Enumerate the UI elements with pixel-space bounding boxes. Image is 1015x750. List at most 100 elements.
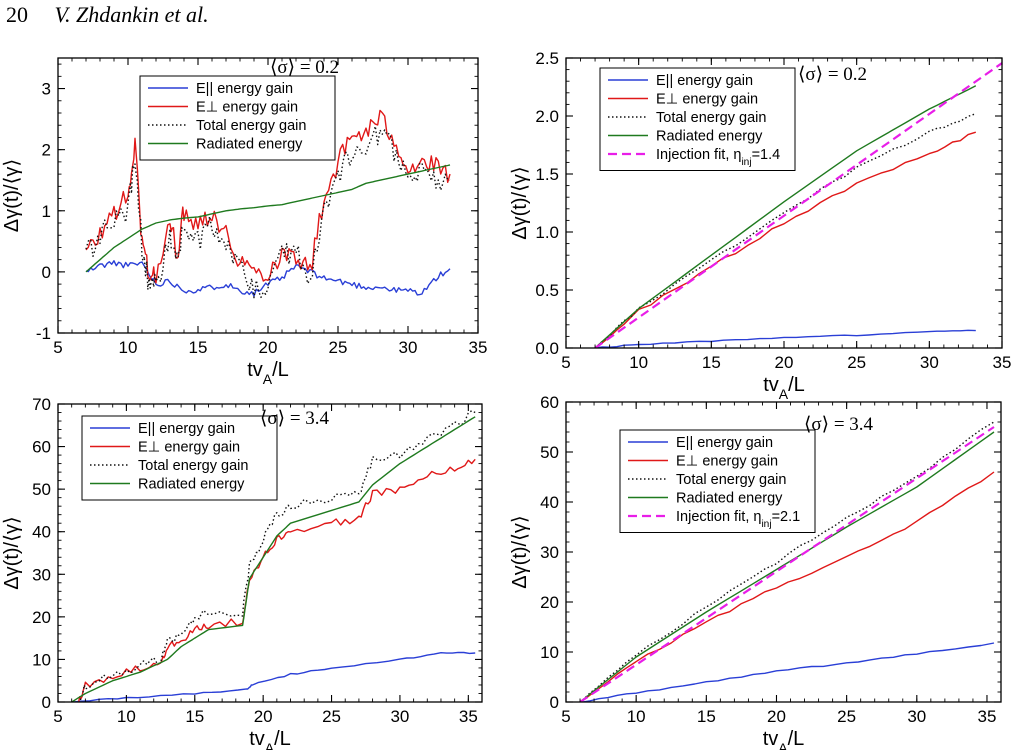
sigma-annotation: ⟨σ⟩ = 0.2 [270,57,339,78]
y-tick-label: 50 [540,443,559,462]
legend-label: Radiated energy [196,137,303,153]
x-tick-label: 5 [561,707,570,726]
legend: E|| energy gain E⊥ energy gain Total energ… [619,429,816,533]
x-tick-label: 35 [469,338,488,357]
y-tick-label: 2.5 [535,49,559,68]
x-tick-label: 25 [329,338,348,357]
x-tick-label: 5 [53,338,62,357]
y-tick-label: 50 [32,480,51,499]
y-tick-label: 1.5 [535,165,559,184]
x-tick-label: 35 [459,707,478,726]
series-line-3 [579,431,995,702]
legend-label: Total energy gain [656,110,766,126]
legend-label: E⊥ energy gain [196,100,298,116]
y-tick-label: 1.0 [535,223,559,242]
y-tick-label: 3 [42,80,51,99]
x-tick-label: 15 [697,707,716,726]
series-line-2 [594,113,977,348]
series-line-0 [595,329,976,348]
x-tick-label: 5 [53,707,62,726]
series-line-0 [71,651,476,702]
x-tick-label: 10 [629,353,648,372]
series-line-4 [579,426,995,702]
y-tick-label: 0 [550,693,559,712]
legend-label: Total energy gain [676,472,786,488]
series-line-1 [579,471,995,702]
y-axis-label: Δγ(t)/⟨γ⟩ [509,515,531,588]
x-tick-label: 10 [627,707,646,726]
legend-label: E⊥ energy gain [138,440,240,456]
y-tick-label: 40 [540,493,559,512]
x-tick-label: 15 [702,353,721,372]
x-tick-label: 20 [775,353,794,372]
x-tick-label: 30 [907,707,926,726]
x-tick-label: 20 [254,707,273,726]
y-tick-label: 40 [32,523,51,542]
x-tick-label: 25 [847,353,866,372]
series-line-0 [85,260,451,297]
x-axis-label: tvA/L [247,359,289,387]
x-tick-label: 10 [117,707,136,726]
y-tick-label: 2 [42,141,51,160]
x-axis-label: tvA/L [763,728,805,750]
series-line-3 [71,416,476,702]
legend-label: E|| energy gain [676,435,773,451]
sigma-annotation: ⟨σ⟩ = 0.2 [798,64,867,85]
legend-label: E⊥ energy gain [656,92,758,108]
x-tick-label: 5 [561,353,570,372]
y-tick-label: 0 [42,693,51,712]
legend-label: E|| energy gain [138,421,235,437]
y-tick-label: 30 [32,565,51,584]
legend-label: Radiated energy [676,491,783,507]
x-tick-label: 35 [978,707,997,726]
chart-bottom-left: 5 10 15 20 25 30 35 0 10 20 30 40 50 60 70 tvA/L Δγ(t)/⟨… [1,395,483,750]
x-tick-label: 20 [259,338,278,357]
y-tick-label: 0.0 [535,339,559,358]
y-tick-label: 60 [540,393,559,412]
chart-top-left: 5 10 15 20 25 30 35 -1 0 1 2 3 tvA/L Δγ(t)/⟨γ⟩ E|| ene… [1,57,488,387]
y-tick-label: 10 [32,650,51,669]
y-tick-label: 2.0 [535,107,559,126]
x-axis-label: tvA/L [249,728,291,750]
chart-top-right: 5 10 15 20 25 30 350.00.51.01.52.02.5tvA/LΔγ(t… [509,49,1012,402]
sigma-annotation: ⟨σ⟩ = 3.4 [804,414,874,435]
x-tick-label: 10 [119,338,138,357]
y-tick-label: 20 [540,593,559,612]
y-tick-label: 0 [42,263,51,282]
y-tick-label: 70 [32,395,51,414]
legend-label: Radiated energy [138,477,245,493]
chart-bottom-right: 5 10 15 20 25 30 35 0 10 20 30 40 50 60 tvA/L Δγ(t)/⟨γ⟩… [509,393,1002,750]
x-tick-label: 20 [767,707,786,726]
x-tick-label: 30 [399,338,418,357]
x-tick-label: 30 [920,353,939,372]
legend: E|| energy gain E⊥ energy gain Total energ… [139,75,336,161]
x-tick-label: 15 [189,338,208,357]
y-axis-label: Δγ(t)/⟨γ⟩ [1,516,23,589]
legend-label: E⊥ energy gain [676,454,778,470]
plot-frame [57,403,483,703]
sigma-annotation: ⟨σ⟩ = 3.4 [260,408,330,429]
legend-label: Total energy gain [138,458,248,474]
series-line-3 [85,164,451,273]
legend-label: Total energy gain [196,118,306,134]
y-tick-label: 30 [540,543,559,562]
x-tick-label: 35 [993,353,1012,372]
legend: E|| energy gain E⊥ energy gain Total energ… [81,415,278,501]
legend-label: E|| energy gain [656,73,753,89]
series-line-2 [85,125,451,299]
y-tick-label: -1 [36,324,51,343]
x-tick-label: 30 [390,707,409,726]
running-authors: V. Zhdankin et al. [54,2,209,27]
y-axis-label: Δγ(t)/⟨γ⟩ [1,159,23,232]
page-header: 20 V. Zhdankin et al. [6,2,209,34]
series-line-2 [79,410,476,702]
x-tick-label: 15 [185,707,204,726]
y-tick-label: 0.5 [535,281,559,300]
legend-label: E|| energy gain [196,81,293,97]
legend-label: Radiated energy [656,129,763,145]
y-tick-label: 60 [32,438,51,457]
y-tick-label: 10 [540,643,559,662]
series-line-1 [85,109,451,284]
series-line-4 [594,61,1002,348]
x-tick-label: 25 [322,707,341,726]
